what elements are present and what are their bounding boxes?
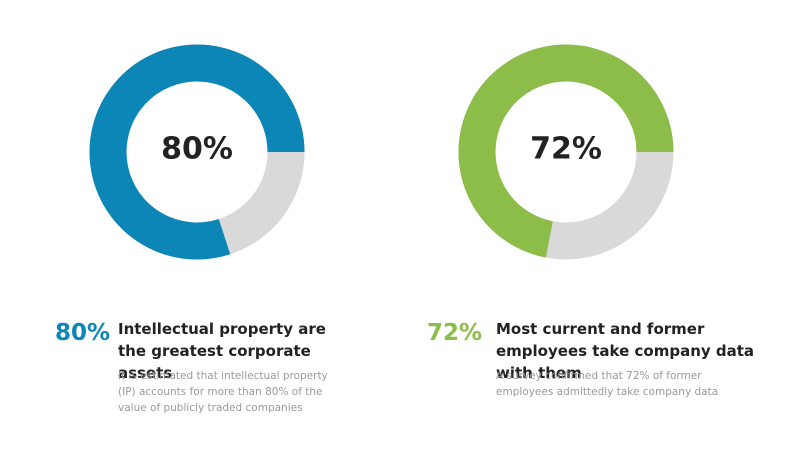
center-label: 80% [161, 132, 233, 167]
stat-heading: Most current and former employees take c… [496, 320, 755, 382]
stat-description: It is estimated that intellectual proper… [118, 370, 328, 414]
center-label: 72% [530, 132, 602, 167]
stat-heading: Intellectual property are the greatest c… [118, 320, 326, 382]
donut-segment [458, 44, 674, 258]
stat-value: 72% [427, 320, 483, 346]
stat-description: A survey confirmed that 72% of former em… [496, 370, 719, 398]
donut-segment [89, 44, 305, 260]
stat-value: 80% [55, 320, 111, 346]
